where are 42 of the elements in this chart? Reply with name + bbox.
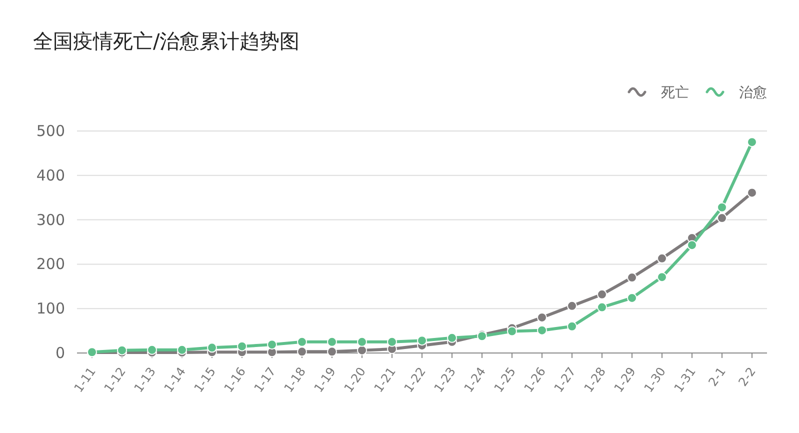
point bbox=[627, 292, 637, 303]
point bbox=[717, 213, 727, 224]
y-tick-label: 400 bbox=[36, 166, 65, 184]
point bbox=[357, 345, 367, 356]
legend-label: 死亡 bbox=[661, 85, 689, 101]
point bbox=[567, 321, 577, 332]
y-tick-label: 500 bbox=[36, 122, 65, 140]
point bbox=[327, 346, 337, 357]
point bbox=[747, 137, 757, 148]
point bbox=[537, 325, 547, 336]
point bbox=[537, 312, 547, 322]
point bbox=[717, 202, 727, 212]
point bbox=[357, 336, 367, 347]
chart-title: 全国疫情死亡/治愈累计趋势图 bbox=[33, 29, 300, 53]
y-tick-label: 0 bbox=[55, 344, 65, 362]
point bbox=[627, 272, 637, 283]
point bbox=[657, 272, 667, 282]
legend-label: 治愈 bbox=[739, 85, 767, 101]
point bbox=[147, 344, 157, 355]
y-tick-label: 100 bbox=[36, 300, 65, 318]
point bbox=[387, 336, 397, 347]
y-tick-label: 300 bbox=[36, 210, 65, 229]
point bbox=[447, 332, 457, 343]
point bbox=[657, 253, 667, 264]
point bbox=[597, 302, 607, 312]
point bbox=[237, 341, 247, 352]
point bbox=[177, 344, 187, 355]
point bbox=[327, 336, 337, 347]
point bbox=[747, 188, 757, 198]
point bbox=[297, 346, 307, 357]
point bbox=[297, 336, 307, 347]
point bbox=[687, 240, 697, 250]
point bbox=[207, 342, 217, 353]
point bbox=[267, 340, 277, 350]
x-tick-label: 2-1 bbox=[706, 364, 728, 389]
y-tick-label: 200 bbox=[36, 255, 65, 274]
point bbox=[567, 300, 577, 311]
x-tick-label: 2-2 bbox=[736, 364, 758, 389]
point bbox=[597, 289, 607, 300]
point bbox=[417, 336, 427, 346]
point bbox=[507, 326, 517, 336]
point bbox=[117, 345, 127, 356]
